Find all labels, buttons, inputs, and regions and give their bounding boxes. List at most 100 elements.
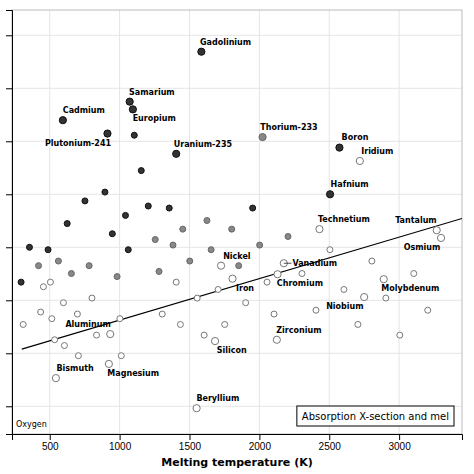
point-label: Boron	[342, 133, 369, 142]
point	[156, 268, 162, 274]
point-label: Iridium	[361, 147, 393, 156]
point-label: Aluminum	[65, 320, 110, 329]
point	[361, 293, 368, 300]
point	[180, 226, 186, 232]
point	[104, 130, 111, 137]
point	[129, 106, 136, 113]
tick-mark	[189, 434, 190, 440]
point	[74, 311, 80, 317]
annotation-frame	[297, 406, 454, 426]
tick	[6, 35, 12, 36]
point	[59, 117, 66, 124]
tick-label: 1500	[179, 441, 202, 452]
grid-line	[12, 247, 462, 248]
annotations: Absorption X-section and melOxygen	[16, 406, 454, 429]
point-label: Europium	[133, 114, 176, 123]
point-label: Cadmium	[63, 106, 105, 115]
point-label: Tantalum	[395, 216, 437, 225]
point	[61, 343, 67, 349]
leaders	[284, 263, 292, 264]
point-label: Magnesium	[107, 369, 159, 378]
point	[102, 189, 108, 195]
x-axis: 50010001500200025003000	[13, 434, 463, 452]
point	[316, 226, 323, 233]
point	[26, 244, 32, 250]
point	[198, 48, 205, 55]
point	[204, 218, 210, 224]
tick	[6, 247, 12, 248]
point-label: Beryllium	[196, 394, 239, 403]
point-label: Zirconium	[276, 326, 321, 335]
point	[109, 231, 115, 237]
point	[274, 271, 281, 278]
trend-line	[22, 218, 462, 349]
point	[18, 279, 24, 285]
tick-mark	[120, 434, 121, 440]
point	[75, 353, 81, 359]
point	[194, 295, 200, 301]
grid-line	[12, 300, 462, 301]
point	[60, 300, 66, 306]
point-label: Molybdenum	[381, 284, 439, 293]
point-label: Hafnium	[331, 180, 369, 189]
point	[52, 375, 59, 382]
point	[193, 405, 200, 412]
point-label: Thorium-233	[260, 123, 317, 132]
point	[105, 360, 112, 367]
point	[187, 258, 193, 264]
point-label: Niobium	[326, 302, 363, 311]
tick	[6, 406, 12, 407]
point	[201, 332, 207, 338]
point-label: Osmium	[404, 243, 441, 252]
point	[222, 321, 228, 327]
tick-mark	[6, 35, 12, 36]
point	[271, 311, 277, 317]
tick-mark	[6, 247, 12, 248]
point	[38, 309, 44, 315]
tick	[6, 353, 12, 354]
tick-mark	[399, 434, 400, 440]
tick-mark	[6, 406, 12, 407]
point	[411, 271, 417, 277]
point	[257, 242, 263, 248]
point	[397, 332, 403, 338]
point	[273, 336, 280, 343]
point	[152, 237, 158, 243]
point	[313, 307, 319, 313]
point-label: Nickel	[223, 252, 251, 261]
point	[336, 144, 343, 151]
point	[20, 321, 26, 327]
tick-mark	[6, 141, 12, 142]
grid-line	[49, 10, 50, 434]
y-axis	[6, 11, 13, 435]
tick-mark	[6, 88, 12, 89]
grid-line	[12, 88, 462, 89]
point-label: Iron	[236, 284, 254, 293]
point-label: Uranium-235	[174, 140, 233, 149]
point-labels: Uranium-235SamariumEuropiumGadoliniumPlu…	[45, 38, 440, 403]
point	[55, 258, 61, 264]
point	[52, 337, 58, 343]
point	[138, 168, 144, 174]
point	[259, 133, 266, 140]
grid-line	[12, 194, 462, 195]
axis-line	[6, 11, 13, 435]
tick-label: 1000	[109, 441, 132, 452]
point	[131, 132, 137, 138]
point	[355, 321, 361, 327]
leader-line	[284, 263, 292, 264]
tick-mark	[6, 194, 12, 195]
point	[122, 212, 128, 218]
point	[166, 205, 172, 211]
point	[68, 271, 74, 277]
plot-area: 50010001500200025003000Melting temperatu…	[6, 10, 463, 469]
tick-label: 2000	[249, 441, 272, 452]
point	[47, 279, 53, 285]
tick: 1500	[179, 434, 202, 452]
point-label: Chromium	[277, 279, 323, 288]
point	[126, 98, 133, 105]
point	[264, 279, 270, 285]
point	[250, 205, 256, 211]
point	[114, 274, 120, 280]
point	[45, 247, 51, 253]
